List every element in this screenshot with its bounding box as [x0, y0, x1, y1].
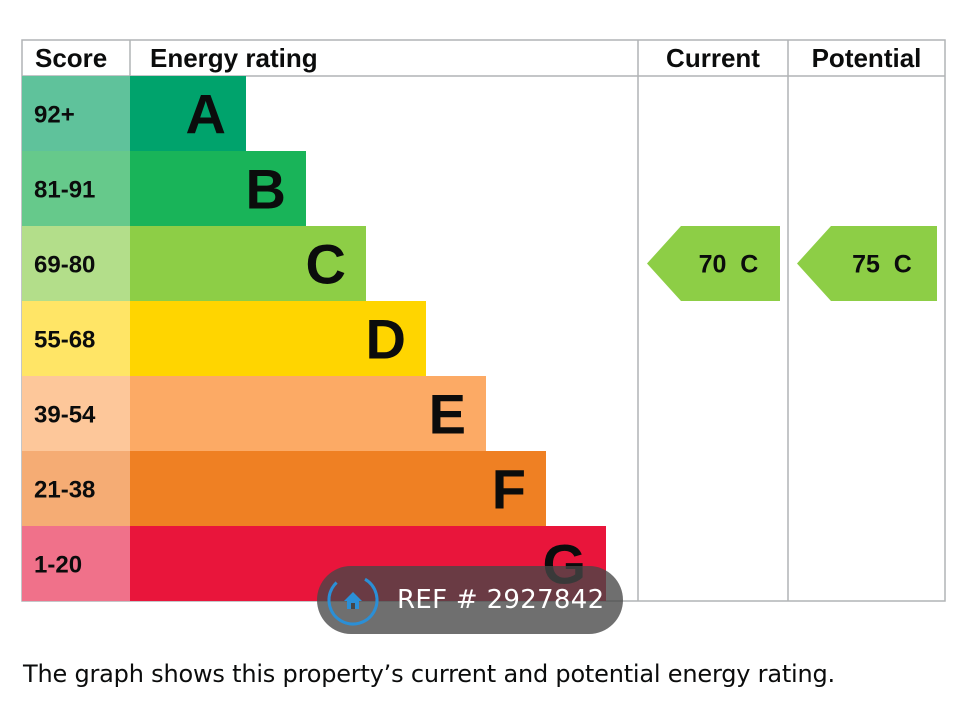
band-bar-b [130, 151, 306, 226]
current-rating-label: 70 C [699, 251, 759, 279]
band-bar-e [130, 376, 486, 451]
epc-chart-svg: Score Energy rating Current Potential 92+ A 81… [21, 39, 946, 602]
band-letter-d: D [366, 308, 406, 371]
home-icon [323, 570, 383, 630]
score-label-c: 69-80 [34, 252, 95, 279]
score-label-b: 81-91 [34, 177, 95, 204]
potential-rating-label: 75 C [852, 251, 912, 279]
current-rating-arrow [647, 226, 780, 301]
band-bar-c [130, 226, 366, 301]
score-label-g: 1-20 [34, 552, 82, 579]
header-score: Score [35, 43, 107, 73]
chart-caption: The graph shows this property’s current … [23, 660, 835, 688]
score-cell-f [22, 451, 130, 526]
score-cell-e [22, 376, 130, 451]
score-cell-a [22, 76, 130, 151]
score-cell-d [22, 301, 130, 376]
band-bar-a [130, 76, 246, 151]
potential-rating-arrow [797, 226, 937, 301]
score-cell-c [22, 226, 130, 301]
score-cell-b [22, 151, 130, 226]
epc-chart: Score Energy rating Current Potential 92+ A 81… [21, 39, 946, 602]
score-cell-g [22, 526, 130, 601]
band-bar-d [130, 301, 426, 376]
band-letter-f: F [492, 458, 526, 521]
score-label-e: 39-54 [34, 402, 96, 429]
header-potential: Potential [812, 43, 922, 73]
reference-number: REF # 2927842 [397, 585, 605, 615]
score-label-d: 55-68 [34, 327, 95, 354]
band-letter-a: A [186, 83, 226, 146]
header-current: Current [666, 43, 760, 73]
score-label-f: 21-38 [34, 477, 95, 504]
score-label-a: 92+ [34, 102, 75, 129]
band-letter-e: E [429, 383, 466, 446]
header-energy-rating: Energy rating [150, 43, 318, 73]
reference-badge: REF # 2927842 [317, 566, 623, 634]
band-letter-b: B [246, 158, 286, 221]
band-bar-f [130, 451, 546, 526]
band-letter-c: C [306, 233, 346, 296]
